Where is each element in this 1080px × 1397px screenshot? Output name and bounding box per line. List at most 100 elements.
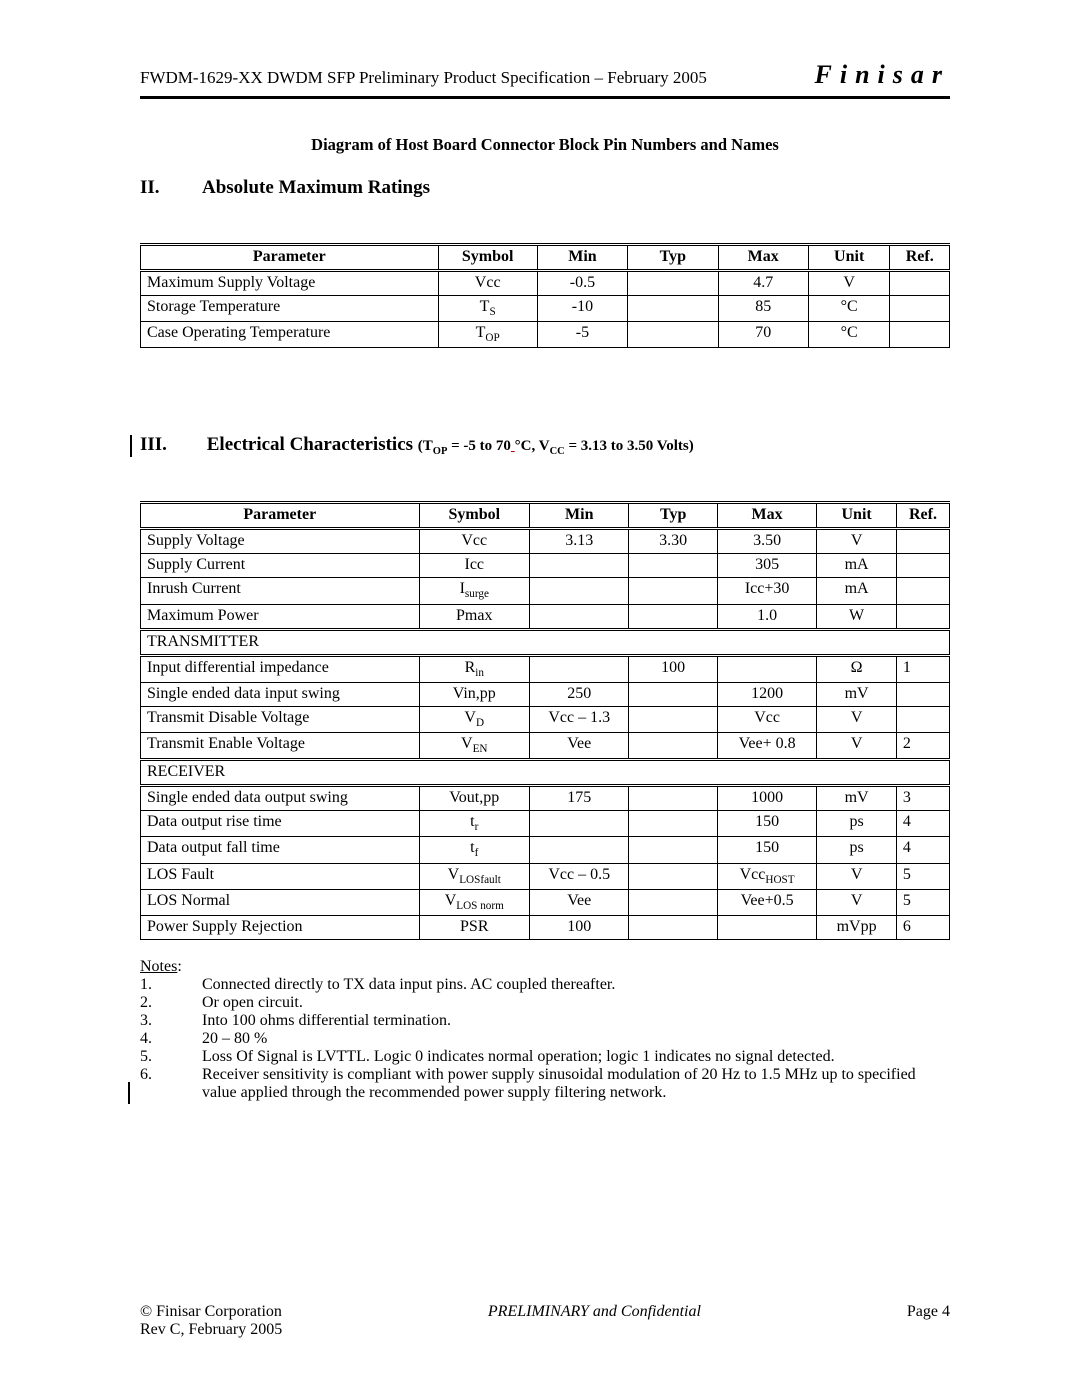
cell-typ — [629, 786, 717, 811]
cell-parameter: Transmit Disable Voltage — [141, 706, 420, 732]
th-parameter: Parameter — [141, 503, 420, 529]
table-header-row: Parameter Symbol Min Typ Max Unit Ref. — [141, 245, 950, 271]
cell-parameter: Input differential impedance — [141, 655, 420, 682]
cell-unit: V — [817, 732, 897, 759]
cell-typ — [629, 604, 717, 629]
table-row: LOS FaultVLOSfaultVcc – 0.5VccHOSTV5 — [141, 863, 950, 889]
cell-max: 150 — [717, 837, 816, 863]
th-typ: Typ — [629, 503, 717, 529]
cell-min: 3.13 — [530, 529, 629, 554]
cell-max: VccHOST — [717, 863, 816, 889]
section-3-number: III. — [140, 434, 202, 456]
cell-unit: V — [817, 529, 897, 554]
cell-parameter: Supply Voltage — [141, 529, 420, 554]
cell-typ — [629, 732, 717, 759]
brand-logo: Finisar — [815, 60, 951, 90]
cell-symbol: Icc — [419, 554, 530, 578]
cell-symbol: Rin — [419, 655, 530, 682]
cell-ref — [896, 529, 949, 554]
th-ref: Ref. — [890, 245, 950, 271]
cond-text: (T — [418, 438, 433, 454]
cell-typ — [628, 296, 718, 322]
cell-symbol: TS — [438, 296, 537, 322]
change-bar-icon — [130, 435, 132, 457]
section-2-title: Absolute Maximum Ratings — [202, 177, 430, 199]
note-item: 2.Or open circuit. — [140, 994, 950, 1012]
change-bar-icon — [128, 1082, 130, 1104]
cell-parameter: Single ended data output swing — [141, 786, 420, 811]
cell-ref: 5 — [896, 863, 949, 889]
section-label: TRANSMITTER — [141, 629, 950, 655]
cell-max: Icc+30 — [717, 578, 816, 604]
cell-min — [530, 554, 629, 578]
cell-parameter: Power Supply Rejection — [141, 915, 420, 939]
cell-ref — [890, 322, 950, 348]
note-item: 3.Into 100 ohms differential termination… — [140, 1012, 950, 1030]
th-ref: Ref. — [896, 503, 949, 529]
note-item: 1.Connected directly to TX data input pi… — [140, 976, 950, 994]
cond-text: = -5 to 70 — [447, 438, 511, 454]
cell-ref — [890, 271, 950, 296]
section-2-heading: II. Absolute Maximum Ratings — [140, 177, 950, 199]
th-typ: Typ — [628, 245, 718, 271]
table-row: Supply VoltageVcc3.133.303.50V — [141, 529, 950, 554]
cell-min — [530, 837, 629, 863]
cell-max: 150 — [717, 811, 816, 837]
cell-symbol: Isurge — [419, 578, 530, 604]
cell-unit: mV — [817, 786, 897, 811]
page-footer: © Finisar Corporation PRELIMINARY and Co… — [140, 1303, 950, 1339]
cell-ref — [896, 706, 949, 732]
electrical-characteristics-table: Parameter Symbol Min Typ Max Unit Ref. S… — [140, 501, 950, 940]
th-parameter: Parameter — [141, 245, 439, 271]
cell-parameter: Maximum Power — [141, 604, 420, 629]
cell-unit: V — [817, 863, 897, 889]
cell-symbol: VD — [419, 706, 530, 732]
cell-min — [530, 655, 629, 682]
cell-typ — [629, 837, 717, 863]
cell-ref: 4 — [896, 811, 949, 837]
footer-copyright: © Finisar Corporation — [140, 1303, 282, 1321]
cell-unit: mVpp — [817, 915, 897, 939]
th-min: Min — [537, 245, 627, 271]
cell-ref — [896, 578, 949, 604]
cell-typ — [629, 915, 717, 939]
cell-unit: mA — [817, 554, 897, 578]
section-3-title: Electrical Characteristics — [207, 434, 413, 455]
cell-max: Vcc — [717, 706, 816, 732]
cell-min: 250 — [530, 682, 629, 706]
table-row: Maximum Supply VoltageVcc-0.54.7V — [141, 271, 950, 296]
section-label: RECEIVER — [141, 760, 950, 786]
note-number: 2. — [140, 994, 202, 1012]
cell-symbol: VLOSfault — [419, 863, 530, 889]
cond-text: °C, V — [515, 438, 550, 454]
note-number: 6. — [140, 1066, 202, 1102]
table-row: Single ended data output swingVout,pp175… — [141, 786, 950, 811]
th-min: Min — [530, 503, 629, 529]
cell-ref: 3 — [896, 786, 949, 811]
cell-max: 4.7 — [718, 271, 808, 296]
abs-max-ratings-table: Parameter Symbol Min Typ Max Unit Ref. M… — [140, 243, 950, 348]
table-row: Inrush CurrentIsurgeIcc+30mA — [141, 578, 950, 604]
footer-page-number: Page 4 — [907, 1303, 950, 1321]
cell-symbol: VEN — [419, 732, 530, 759]
table-row: Storage TemperatureTS-1085°C — [141, 296, 950, 322]
diagram-caption: Diagram of Host Board Connector Block Pi… — [140, 135, 950, 155]
th-unit: Unit — [808, 245, 890, 271]
cell-ref — [896, 604, 949, 629]
table-row: Supply CurrentIcc305mA — [141, 554, 950, 578]
cell-ref: 2 — [896, 732, 949, 759]
cell-typ — [629, 863, 717, 889]
cell-symbol: Vcc — [419, 529, 530, 554]
header-rule — [140, 96, 950, 99]
cell-ref: 1 — [896, 655, 949, 682]
cell-typ: 100 — [629, 655, 717, 682]
cell-max: Vee+0.5 — [717, 889, 816, 915]
page: FWDM-1629-XX DWDM SFP Preliminary Produc… — [0, 0, 1080, 1397]
notes-section: Notes: 1.Connected directly to TX data i… — [140, 958, 950, 1102]
cell-max: 3.50 — [717, 529, 816, 554]
note-text: Or open circuit. — [202, 994, 950, 1012]
cell-parameter: Supply Current — [141, 554, 420, 578]
section-3-heading: III. Electrical Characteristics (TOP = -… — [130, 434, 950, 457]
section-2-number: II. — [140, 177, 202, 199]
note-text: Receiver sensitivity is compliant with p… — [202, 1066, 950, 1102]
